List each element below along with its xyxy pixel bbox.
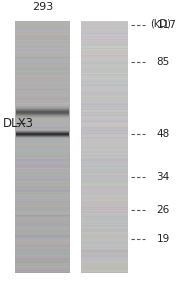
Text: (kD): (kD) — [151, 19, 171, 28]
Text: 293: 293 — [32, 2, 53, 12]
Text: 117: 117 — [156, 20, 176, 30]
Text: DLX3: DLX3 — [3, 117, 34, 130]
Text: 85: 85 — [156, 57, 170, 67]
Text: 26: 26 — [156, 205, 170, 215]
Text: 19: 19 — [156, 234, 170, 244]
Text: 48: 48 — [156, 129, 170, 140]
Text: 34: 34 — [156, 172, 170, 182]
